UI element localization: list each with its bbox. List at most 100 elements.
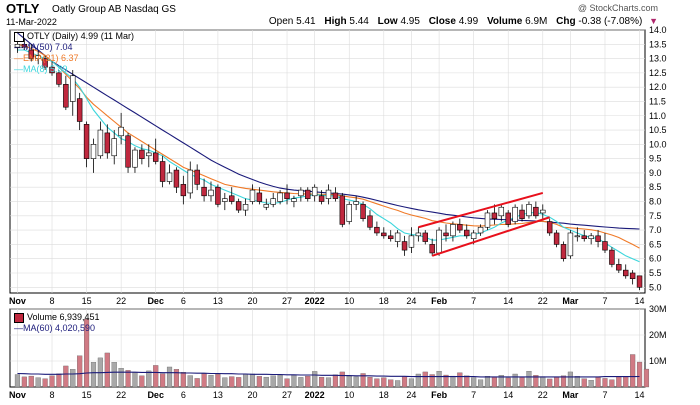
candle-body xyxy=(408,235,415,248)
candle-body xyxy=(422,232,428,242)
volume-bar xyxy=(249,373,256,388)
candle-body xyxy=(540,209,546,214)
volume-tick-label: 30M xyxy=(649,304,667,314)
close-label: Close xyxy=(428,16,456,27)
x-tick-label: 15 xyxy=(82,296,92,306)
candle-body xyxy=(339,195,346,225)
candle-body xyxy=(602,241,608,251)
x-tick-label-volume: 10 xyxy=(344,390,354,400)
volume-bar xyxy=(367,376,373,388)
candle-body xyxy=(498,206,505,217)
legend-ma60-text: MA(60) 4,020,590 xyxy=(23,323,96,333)
volume-bar xyxy=(208,375,214,388)
volume-bar xyxy=(381,377,387,388)
candle-body xyxy=(464,229,470,237)
volume-bar xyxy=(408,378,415,388)
x-tick-label-volume: Mar xyxy=(562,390,579,400)
candle-body xyxy=(28,49,34,59)
volume-bar xyxy=(104,352,110,388)
volume-bar xyxy=(602,378,608,388)
x-tick-label-volume: 14 xyxy=(635,390,645,400)
candle-body xyxy=(263,204,270,208)
x-tick-label: 2022 xyxy=(305,296,325,306)
low-label: Low xyxy=(377,16,398,27)
x-tick-label-volume: 22 xyxy=(538,390,548,400)
volume-bar xyxy=(263,376,269,388)
volume-bar xyxy=(256,376,262,388)
candle-body xyxy=(401,241,408,251)
price-tick-label: 12.0 xyxy=(649,82,667,92)
legend-ma50: —MA(50) 7.04 xyxy=(14,42,134,53)
volume-bar xyxy=(319,376,325,388)
candle-body xyxy=(450,224,456,237)
volume-bar xyxy=(450,375,456,388)
price-tick-label: 6.5 xyxy=(649,239,662,249)
x-tick-label: 13 xyxy=(213,296,223,306)
volume-bar xyxy=(623,376,629,388)
volume-bar xyxy=(277,374,283,388)
volume-bar xyxy=(630,354,636,388)
close-value: 4.99 xyxy=(458,16,479,27)
volume-bar xyxy=(291,375,297,388)
legend-volume-text: Volume 6,939,451 xyxy=(27,312,100,322)
volume-bar xyxy=(540,376,546,388)
candle-body xyxy=(125,135,131,168)
candle-body xyxy=(609,249,615,265)
volume-bar xyxy=(125,370,131,388)
candle-body xyxy=(215,186,221,205)
volume-bar xyxy=(284,378,290,388)
volume-bar xyxy=(305,375,311,388)
candle-body xyxy=(42,58,48,68)
volume-bar xyxy=(270,375,276,388)
volume-bar xyxy=(312,371,318,388)
volume-bar xyxy=(298,377,304,388)
price-tick-label: 8.5 xyxy=(649,182,662,192)
price-tick-label: 5.0 xyxy=(649,282,662,292)
candle-body xyxy=(70,75,76,102)
candle-body xyxy=(208,189,214,197)
volume-bar xyxy=(70,369,76,388)
legend-ema21-swatch: — xyxy=(14,53,23,63)
candle-body xyxy=(436,229,442,254)
candle-body xyxy=(14,43,21,48)
volume-bar xyxy=(395,380,401,388)
x-tick-label-volume: Feb xyxy=(431,390,448,400)
candle-body xyxy=(519,209,525,219)
candle-body xyxy=(305,189,311,199)
x-tick-label: 8 xyxy=(50,296,55,306)
candle-body xyxy=(553,232,560,245)
legend-ema21-text: EMA(21) 6.37 xyxy=(23,53,79,63)
volume-bar xyxy=(346,375,352,388)
open-label: Open xyxy=(268,16,294,27)
candle-body xyxy=(394,232,401,242)
price-tick-label: 10.5 xyxy=(649,125,667,135)
legend-price-text: OTLY (Daily) 4.99 (11 Mar) xyxy=(27,31,135,41)
volume-bar xyxy=(84,318,90,388)
volume-bar xyxy=(401,376,408,388)
candle-body xyxy=(318,195,325,202)
candle-body xyxy=(353,201,359,205)
price-tick-label: 14.0 xyxy=(649,25,667,35)
legend-ma8: —MA(8) 5.89 xyxy=(14,64,134,75)
x-tick-label: 6 xyxy=(181,296,186,306)
legend-price: OTLY (Daily) 4.99 (11 Mar) xyxy=(14,31,134,42)
candle-body xyxy=(229,195,235,202)
volume-bar xyxy=(201,373,207,388)
volume-bar xyxy=(353,376,359,388)
candle-body xyxy=(194,169,200,185)
volume-bar xyxy=(581,378,587,388)
change-label: Chg xyxy=(556,16,576,27)
quote-date: 11-Mar-2022 xyxy=(6,17,57,27)
volume-bar xyxy=(242,374,249,388)
change-value: -0.38 (-7.08%) xyxy=(578,16,643,27)
candle-body xyxy=(387,235,394,239)
price-tick-label: 8.0 xyxy=(649,197,662,207)
legend-ma8-swatch: — xyxy=(14,64,23,74)
volume-bar xyxy=(118,368,124,388)
candle-body xyxy=(381,232,387,237)
candle-body xyxy=(235,201,242,211)
x-tick-label-volume: 7 xyxy=(602,390,607,400)
volume-bar xyxy=(229,376,235,388)
candle-body xyxy=(567,232,574,257)
trendline xyxy=(418,191,544,229)
